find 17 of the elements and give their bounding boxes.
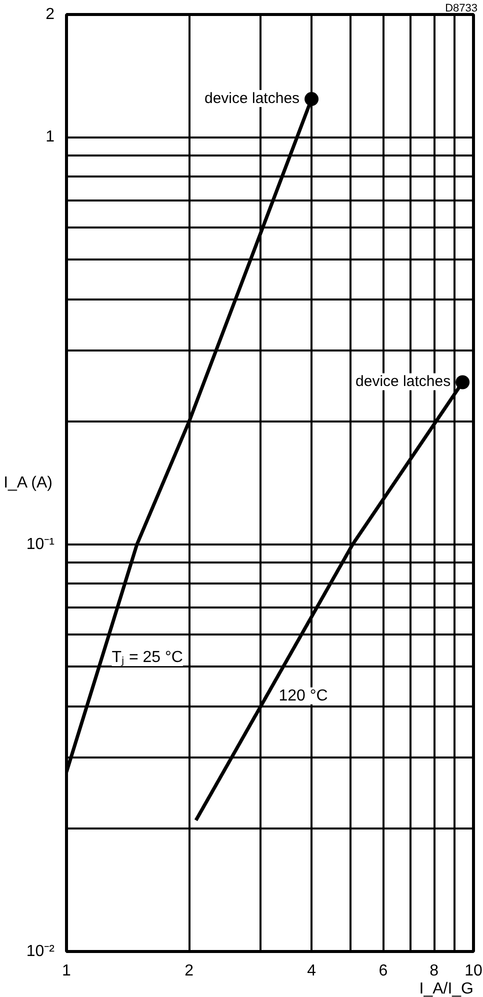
annotation: device latches — [356, 373, 451, 390]
y-tick-label: 10⁻² — [26, 943, 56, 960]
y-tick-label: 10⁻¹ — [26, 536, 54, 553]
y-axis-title: I_A (A) — [4, 474, 52, 492]
text: D8733 — [445, 2, 478, 14]
x-tick-label: 1 — [62, 962, 72, 980]
annotation: device latches — [204, 90, 300, 108]
x-tick-label: 2 — [184, 962, 194, 980]
series-label: Tⱼ = 25 °C — [112, 649, 183, 666]
x-tick-label: 4 — [307, 962, 316, 980]
x-tick-label: 10 — [464, 962, 482, 980]
x-axis-title: I_A/I_G — [419, 980, 474, 997]
y-tick-label: 1 — [46, 128, 55, 146]
series-label: 120 °C — [278, 687, 328, 704]
x-tick-label: 8 — [430, 962, 439, 980]
y-tick-label: 2 — [46, 6, 55, 23]
x-tick-label: 6 — [378, 962, 388, 980]
